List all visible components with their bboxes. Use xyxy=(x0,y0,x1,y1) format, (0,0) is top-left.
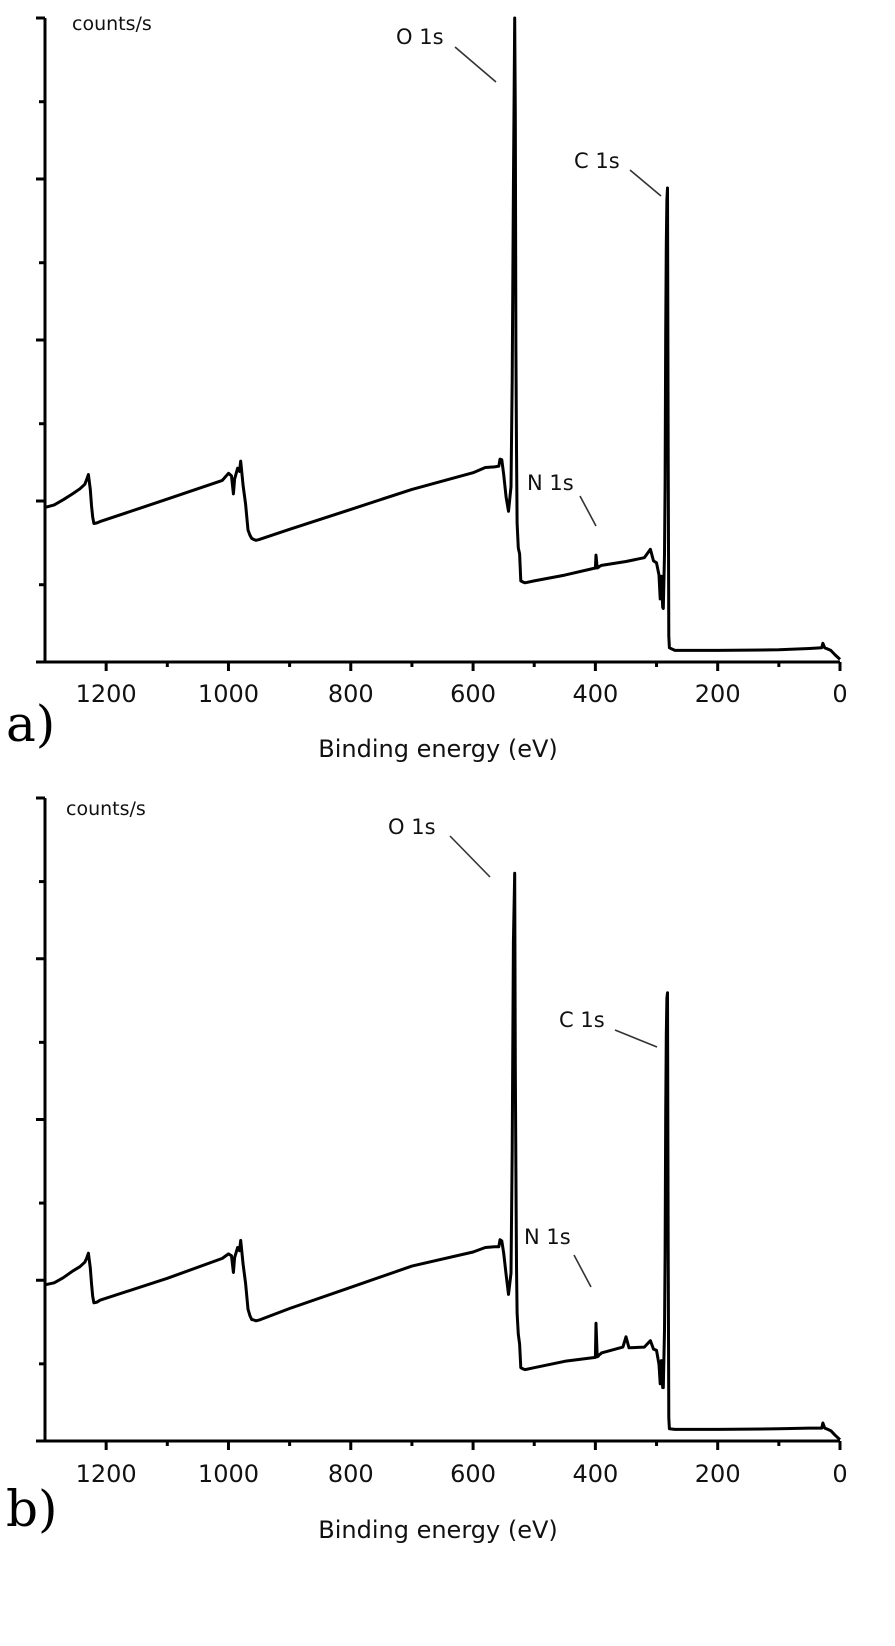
panel-a-x-tick-label-3: 600 xyxy=(450,680,496,708)
panel-b-annotation-leader-2 xyxy=(573,1254,592,1288)
panel-b-y-axis-label: counts/s xyxy=(66,798,146,820)
panel-b-x-tick-labels: 1200 1000 800 600 400 200 0 xyxy=(76,1460,848,1488)
panel-b-x-tick-label-1: 1000 xyxy=(198,1460,259,1488)
panel-b-x-tick-label-6: 0 xyxy=(832,1460,847,1488)
panel-b-x-ticks xyxy=(104,1441,842,1450)
panel-a-annotation-leader-1 xyxy=(629,169,662,197)
panel-b-annotation-label-0: O 1s xyxy=(388,815,436,839)
panel-b-x-tick-label-5: 200 xyxy=(695,1460,741,1488)
panel-a-y-axis-label: counts/s xyxy=(72,13,152,35)
panel-a-x-tick-label-5: 200 xyxy=(695,680,741,708)
panel-a-annotation-leader-0 xyxy=(454,46,497,83)
panel-a-x-tick-label-0: 1200 xyxy=(76,680,137,708)
panel-b-x-tick-label-0: 1200 xyxy=(76,1460,137,1488)
panel-a-annotation-label-1: C 1s xyxy=(574,149,620,173)
panel-a-annotation-label-0: O 1s xyxy=(396,25,444,49)
panel-b-spectrum-line-0 xyxy=(44,871,842,1441)
panel-a-x-tick-labels: 1200 1000 800 600 400 200 0 xyxy=(76,680,848,708)
panel-b-annotation-label-1: C 1s xyxy=(559,1008,605,1032)
panel-b-series xyxy=(44,871,842,1441)
panel-a-annotations: O 1s C 1s N 1s xyxy=(396,25,662,527)
panel-a-x-ticks xyxy=(104,662,842,671)
panel-b-annotation-leader-1 xyxy=(614,1029,658,1048)
panel-a-annotation-label-2: N 1s xyxy=(527,471,574,495)
panel-a-spectrum-line-0 xyxy=(44,16,842,661)
panel-b-annotations: O 1s C 1s N 1s xyxy=(388,815,658,1288)
panel-b-y-ticks xyxy=(36,796,45,1443)
panel-b-annotation-leader-0 xyxy=(449,835,491,878)
panel-a-annotation-leader-2 xyxy=(579,495,597,527)
panel-b-x-tick-label-4: 400 xyxy=(572,1460,618,1488)
panel-b-x-tick-label-3: 600 xyxy=(450,1460,496,1488)
panel-a-label: a) xyxy=(6,695,55,753)
panel-b-annotation-label-2: N 1s xyxy=(524,1225,571,1249)
panel-a-x-tick-label-4: 400 xyxy=(572,680,618,708)
panel-b-x-axis-title: Binding energy (eV) xyxy=(318,1516,557,1544)
panel-b: 1200 1000 800 600 400 200 0 counts/s Binding e… xyxy=(6,796,848,1544)
panel-a-x-tick-label-1: 1000 xyxy=(198,680,259,708)
panel-a-y-ticks xyxy=(36,16,45,664)
panel-a-x-tick-label-6: 0 xyxy=(832,680,847,708)
panel-a-x-tick-label-2: 800 xyxy=(328,680,374,708)
panel-b-label: b) xyxy=(6,1480,58,1538)
panel-a-series xyxy=(44,16,842,661)
panel-b-x-tick-label-2: 800 xyxy=(328,1460,374,1488)
panel-a-x-axis-title: Binding energy (eV) xyxy=(318,735,557,763)
panel-a: 1200 1000 800 600 400 200 0 counts/s Binding e… xyxy=(6,13,848,763)
